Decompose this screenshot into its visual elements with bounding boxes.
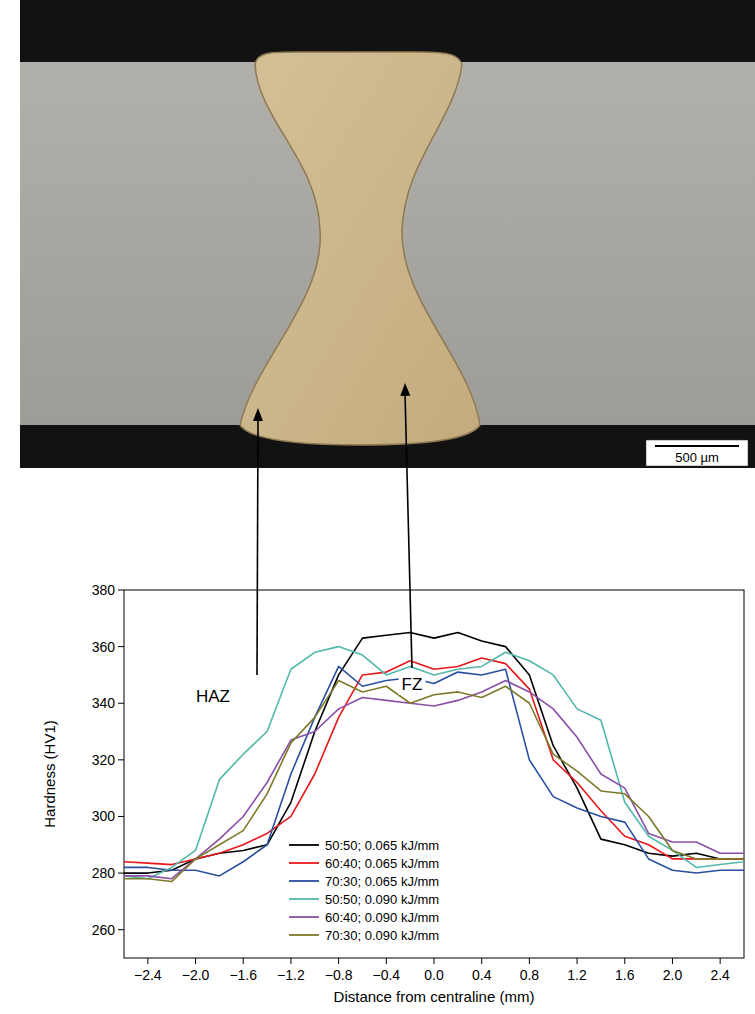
y-tick-label: 320 [92, 752, 116, 768]
y-tick-label: 340 [92, 695, 116, 711]
y-tick [118, 816, 124, 817]
annotations: HAZ FZ [196, 383, 425, 706]
y-tick-label: 280 [92, 865, 116, 881]
series-line [124, 681, 744, 882]
annotation-arrowhead [400, 383, 410, 396]
x-tick-label: −2.0 [182, 967, 210, 983]
x-tick [338, 958, 339, 964]
x-tick [386, 958, 387, 964]
x-tick [243, 958, 244, 964]
page: 500 µm 260 280 300 320 340 360 380 −2.4 −2.0 −1.6 −… [0, 0, 755, 1014]
weld-bead [240, 52, 480, 445]
legend-swatch [289, 898, 319, 900]
y-tick [118, 873, 124, 874]
y-tick [118, 590, 124, 591]
legend-label: 60:40; 0.090 kJ/mm [325, 910, 439, 925]
x-tick [147, 958, 148, 964]
legend-swatch [289, 862, 319, 864]
series-lines [124, 632, 744, 881]
y-tick-label: 360 [92, 639, 116, 655]
legend-label: 70:30; 0.065 kJ/mm [325, 874, 439, 889]
plot-frame [124, 590, 744, 958]
axes: 260 280 300 320 340 360 380 −2.4 −2.0 −1.6 −1.2 −0.… [41, 582, 744, 1005]
annotation-arrow [405, 393, 412, 668]
x-tick-label: 0.0 [424, 967, 444, 983]
micrograph-background [20, 0, 755, 468]
x-tick-label: −0.8 [325, 967, 353, 983]
x-tick-label: −2.4 [134, 967, 162, 983]
legend: 50:50; 0.065 kJ/mm 60:40; 0.065 kJ/mm 70:3… [289, 838, 439, 943]
annotation-label: FZ [402, 675, 423, 694]
x-tick-label: −1.2 [277, 967, 305, 983]
annotation-arrow [257, 418, 258, 675]
y-tick-label: 260 [92, 922, 116, 938]
x-tick-label: −1.6 [229, 967, 257, 983]
x-tick [577, 958, 578, 964]
x-tick-label: 1.2 [567, 967, 587, 983]
legend-label: 60:40; 0.065 kJ/mm [325, 856, 439, 871]
x-tick-label: 0.4 [472, 967, 492, 983]
x-tick [434, 958, 435, 964]
y-tick [118, 759, 124, 760]
x-tick-label: 1.6 [615, 967, 635, 983]
x-tick-label: 2.0 [663, 967, 683, 983]
x-tick [624, 958, 625, 964]
legend-swatch [289, 916, 319, 918]
scale-bar [655, 445, 739, 447]
legend-swatch [289, 934, 319, 936]
scale-bar-box [646, 440, 748, 466]
x-tick-label: 2.4 [710, 967, 730, 983]
annotation-label: HAZ [196, 687, 230, 706]
y-tick [118, 703, 124, 704]
legend-label: 50:50; 0.065 kJ/mm [325, 838, 439, 853]
y-tick [118, 646, 124, 647]
legend-label: 50:50; 0.090 kJ/mm [325, 892, 439, 907]
series-line [124, 681, 744, 879]
scale-bar-label: 500 µm [675, 450, 719, 465]
y-tick-label: 300 [92, 808, 116, 824]
x-tick [195, 958, 196, 964]
y-tick [118, 929, 124, 930]
x-tick [529, 958, 530, 964]
x-tick-label: −0.4 [372, 967, 400, 983]
series-line [124, 666, 744, 875]
annotation-arrowhead [253, 408, 263, 421]
series-line [124, 647, 744, 879]
x-tick [290, 958, 291, 964]
x-tick [481, 958, 482, 964]
micrograph: 500 µm [20, 0, 755, 468]
x-tick-label: 0.8 [520, 967, 540, 983]
legend-label: 70:30; 0.090 kJ/mm [325, 928, 439, 943]
legend-swatch [289, 844, 319, 846]
x-axis-title: Distance from centraline (mm) [334, 988, 535, 1005]
x-tick [720, 958, 721, 964]
legend-swatch [289, 880, 319, 882]
annotation-patch [399, 674, 426, 695]
y-tick-label: 380 [92, 582, 116, 598]
x-tick [672, 958, 673, 964]
y-axis-title: Hardness (HV1) [41, 720, 58, 828]
